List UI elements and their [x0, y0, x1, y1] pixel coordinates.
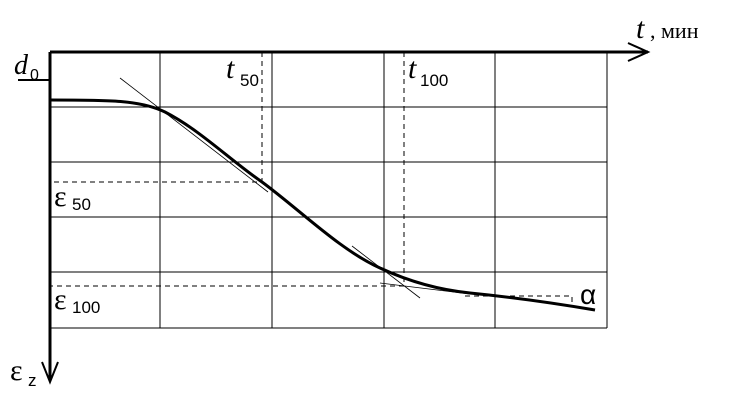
alpha-label: α: [580, 279, 596, 310]
eps50-symbol: ε: [54, 180, 67, 213]
grid: [50, 52, 608, 329]
eps-axis-symbol: ε: [10, 354, 23, 387]
time-axis-unit: , мин: [650, 18, 699, 43]
t100-symbol: t: [408, 52, 417, 85]
t100-sub: 100: [420, 71, 448, 90]
eps-axis-sub: z: [28, 371, 37, 390]
axes: [18, 42, 651, 385]
labels: t , мин d 0 t 50 t 100 ε 50 ε 100 ε z α: [10, 12, 699, 390]
consolidation-curve: [49, 98, 596, 312]
eps100-sub: 100: [72, 298, 100, 317]
d0-sub: 0: [30, 67, 39, 84]
d0-symbol: d: [14, 50, 29, 81]
construction-lines: [50, 52, 573, 304]
eps50-sub: 50: [72, 195, 91, 214]
time-axis-symbol: t: [636, 12, 645, 45]
eps100-symbol: ε: [54, 283, 67, 316]
t50-sub: 50: [240, 71, 259, 90]
t50-symbol: t: [226, 52, 235, 85]
